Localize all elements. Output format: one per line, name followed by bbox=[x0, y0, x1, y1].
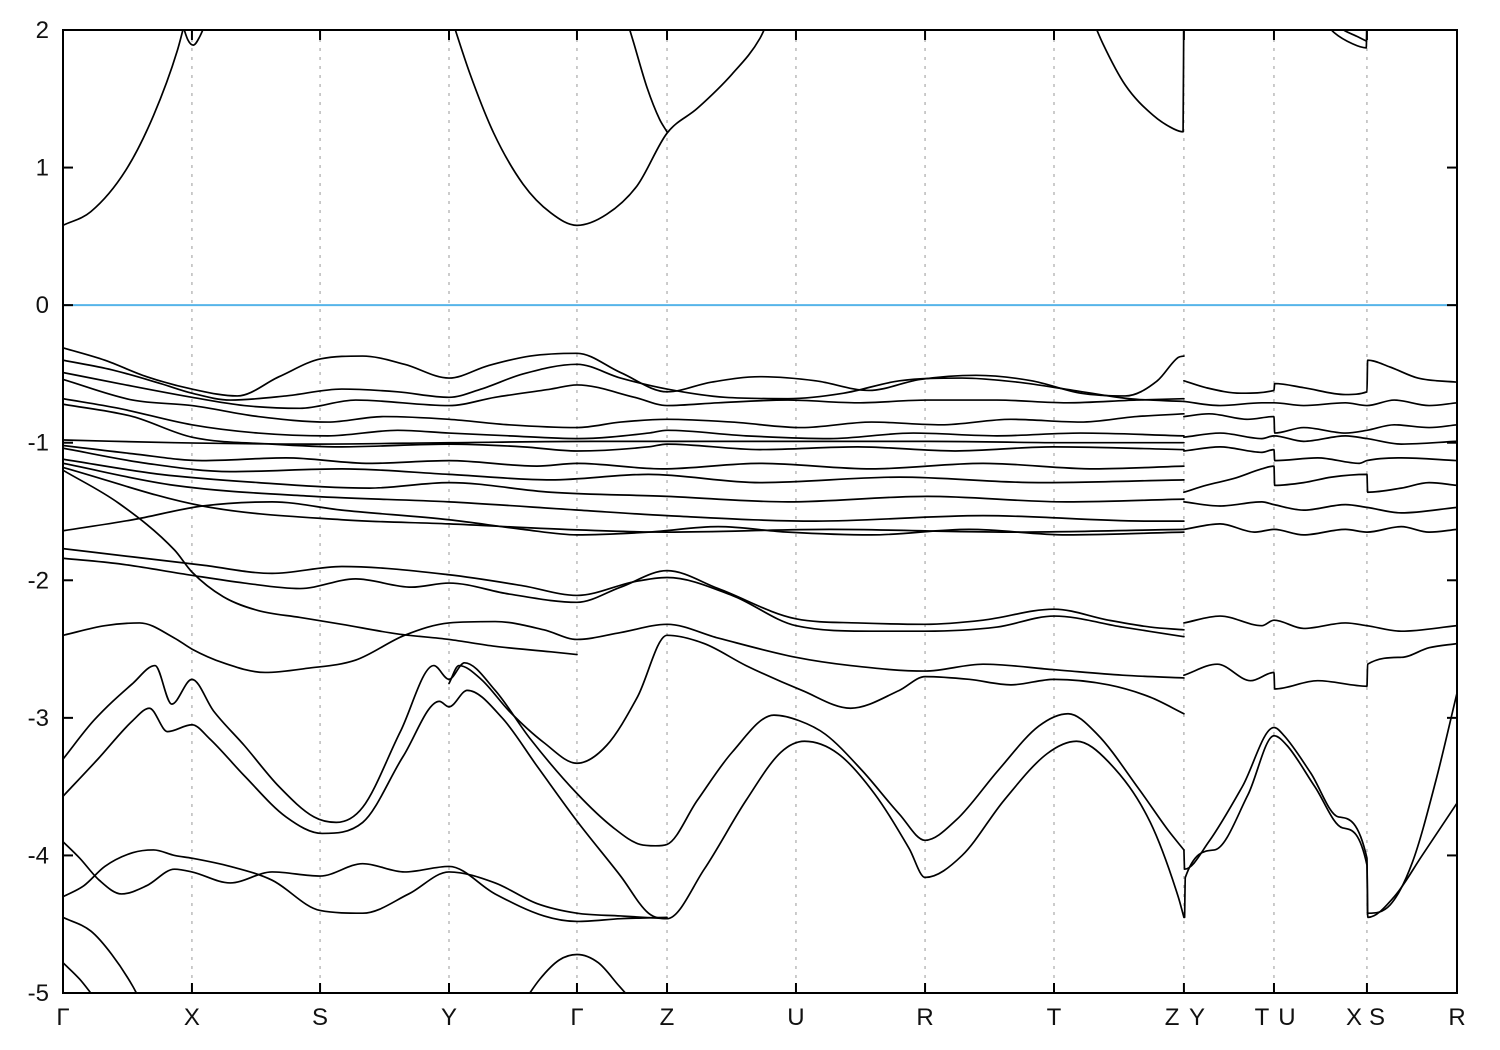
y-tick-label: 0 bbox=[36, 292, 49, 319]
band-right-8 bbox=[1183, 523, 1456, 536]
band-cond-z2-jump bbox=[1096, 31, 1185, 133]
x-tick-label: Z bbox=[660, 1004, 675, 1031]
band-bottom-gamma2-bump bbox=[529, 953, 626, 992]
band-right-1 bbox=[1183, 359, 1456, 396]
y-tick-label: -1 bbox=[28, 430, 49, 457]
band-bottom-2 bbox=[64, 849, 668, 920]
x-tick-label: Γ bbox=[56, 1004, 69, 1031]
band-cond-x-dip bbox=[183, 31, 204, 46]
band-mid-2-gamma2-v bbox=[448, 634, 1185, 765]
band-val-7 bbox=[64, 439, 1185, 445]
band-val-6 bbox=[64, 403, 1185, 452]
x-tick-label: U bbox=[1278, 1004, 1295, 1031]
band-bottom-left-stub bbox=[64, 916, 137, 992]
y-tick-label: -3 bbox=[28, 705, 49, 732]
band-cond-xs-a bbox=[1331, 31, 1368, 49]
band-right-5 bbox=[1183, 445, 1456, 465]
x-tick-label: Z bbox=[1165, 1004, 1180, 1031]
x-tick-label: X bbox=[1346, 1004, 1362, 1031]
band-bottom-1 bbox=[64, 841, 668, 923]
band-val-16 bbox=[64, 547, 1185, 638]
y-tick-label: 2 bbox=[36, 17, 49, 44]
band-right-7 bbox=[1183, 501, 1456, 514]
band-cond-gamma1 bbox=[64, 31, 184, 226]
band-val-3 bbox=[64, 371, 1185, 410]
band-cond-xs-b bbox=[1343, 31, 1368, 42]
band-val-13-diag bbox=[64, 469, 578, 656]
x-tick-label: Γ bbox=[570, 1004, 583, 1031]
band-right-9 bbox=[1183, 615, 1456, 633]
band-val-8 bbox=[64, 444, 1185, 470]
x-tick-label: R bbox=[916, 1004, 933, 1031]
band-cond-gamma2 bbox=[454, 31, 765, 227]
band-val-11 bbox=[64, 462, 1185, 522]
x-tick-label: X bbox=[184, 1004, 200, 1031]
band-val-1 bbox=[64, 347, 1185, 397]
band-right-4 bbox=[1183, 432, 1456, 445]
band-mid-1 bbox=[64, 620, 1185, 679]
axis-ticks bbox=[62, 29, 1458, 994]
x-tick-label: Y bbox=[1189, 1004, 1205, 1031]
y-tick-label: -4 bbox=[28, 842, 49, 869]
band-bottom-corner bbox=[64, 962, 92, 992]
x-tick-label: S bbox=[1369, 1004, 1385, 1031]
y-tick-labels: 2 1 0 -1 -2 -3 -4 -5 bbox=[28, 17, 49, 1007]
band-right-6 bbox=[1183, 465, 1456, 494]
band-val-14 bbox=[64, 501, 1185, 536]
band-deep-2 bbox=[64, 689, 1185, 920]
band-val-4 bbox=[64, 378, 1185, 429]
gridlines bbox=[191, 30, 1368, 993]
x-tick-label: T bbox=[1255, 1004, 1270, 1031]
x-tick-label: R bbox=[1448, 1004, 1465, 1031]
x-tick-label: S bbox=[312, 1004, 328, 1031]
x-tick-label: U bbox=[787, 1004, 804, 1031]
band-cond-z-cross bbox=[629, 31, 668, 133]
band-deep-1-right bbox=[1183, 693, 1456, 915]
band-right-10 bbox=[1183, 642, 1456, 690]
band-deep-2-right bbox=[1183, 734, 1456, 919]
band-val-5 bbox=[64, 397, 1185, 440]
plot-frame bbox=[62, 29, 1458, 994]
band-val-9 bbox=[64, 447, 1185, 484]
band-val-10 bbox=[64, 458, 1185, 503]
band-right-2 bbox=[1183, 399, 1456, 407]
band-val-15 bbox=[64, 557, 1185, 631]
band-val-2 bbox=[64, 359, 1185, 403]
band-deep-1 bbox=[64, 661, 1185, 851]
y-tick-label: -5 bbox=[28, 980, 49, 1007]
y-tick-label: -2 bbox=[28, 567, 49, 594]
y-tick-label: 1 bbox=[36, 155, 49, 182]
band-curves bbox=[64, 31, 1456, 992]
band-val-12 bbox=[64, 466, 1185, 533]
x-tick-label: Y bbox=[441, 1004, 457, 1031]
x-tick-label: T bbox=[1047, 1004, 1062, 1031]
band-right-3 bbox=[1183, 412, 1456, 434]
